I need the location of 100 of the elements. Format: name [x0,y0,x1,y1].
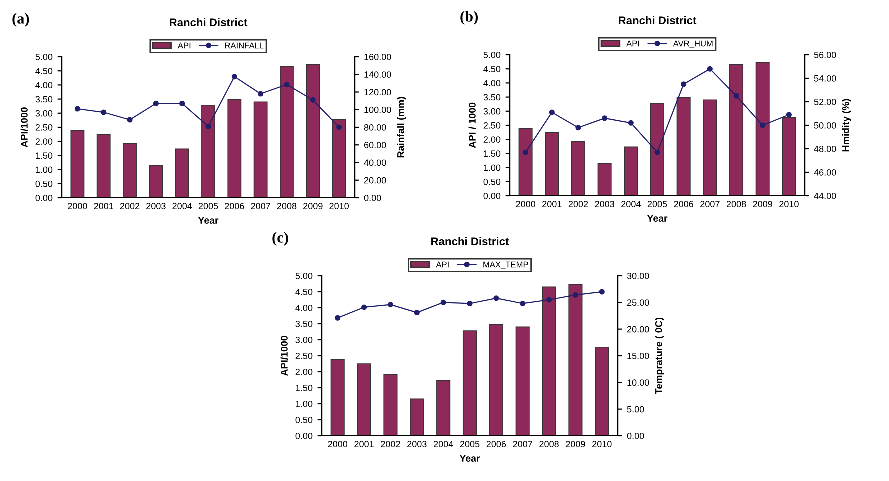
point [284,82,290,88]
bar [202,105,216,198]
y2-tick-label: 30.00 [627,272,650,280]
bar [96,134,111,198]
bar [280,66,294,198]
point [523,150,529,156]
y-tick-label: 0.50 [296,416,313,424]
y2-tick-label: 44.00 [814,192,836,200]
x-tick-label: 2007 [700,201,720,208]
y2-tick-label: 100.00 [364,106,392,114]
point [232,74,238,80]
point [707,66,713,72]
bar [568,284,583,436]
y2-tick-label: 5.00 [627,406,644,413]
bar [571,141,586,196]
y-tick-label: 2.00 [484,136,501,143]
x-tick-label: 2010 [780,201,799,208]
x-axis-title: Year [198,217,219,224]
y2-axis-title: Hmidity (%) [842,99,852,152]
y2-tick-label: 20.00 [364,177,386,184]
y-tick-label: 5.00 [484,52,501,58]
y-tick-label: 2.00 [296,368,313,376]
x-tick-label: 2001 [94,203,114,210]
text: (b) [460,11,478,25]
x-tick-label: 2010 [592,441,612,448]
x-tick-label: 2002 [568,201,588,208]
x-tick-label: 2009 [566,441,586,448]
point [734,93,740,99]
point [549,110,555,116]
bar [357,364,372,436]
y2-tick-label: 52.00 [814,98,836,106]
x-tick-label: 2008 [540,441,559,448]
point [310,97,316,103]
y2-tick-label: 10.00 [628,380,650,386]
point [335,315,341,321]
point [362,304,368,310]
y2-tick-label: 120.00 [364,89,392,96]
y2-tick-label: 160.00 [364,54,392,60]
y-tick-label: 4.50 [296,288,313,296]
x-tick-label: 2002 [381,441,400,448]
y-tick-label: 2.50 [296,352,313,360]
bar [595,346,610,436]
x-tick-label: 2003 [146,203,166,210]
y2-tick-label: 56.00 [814,52,836,58]
bar [782,117,796,196]
x-tick-label: 2008 [726,201,746,208]
legend-label: API [178,42,191,49]
y-tick-label: 3.00 [484,108,501,115]
x-tick-label: 2009 [304,203,323,210]
chart-title: Ranchi District [432,237,510,246]
y-tick-label: 2.00 [36,138,53,145]
y2-tick-label: 15.00 [628,352,650,360]
y-tick-label: 1.00 [484,164,501,172]
bar [228,99,242,198]
x-tick-label: 2005 [460,441,480,448]
bar [542,286,556,436]
x-tick-label: 2008 [277,203,297,210]
y2-tick-label: 20.00 [627,326,650,333]
x-tick-label: 2009 [753,201,772,208]
point [258,91,264,97]
bar [489,324,504,436]
bar [462,330,478,436]
bar [149,165,164,198]
y-tick-label: 4.50 [484,66,501,72]
y-tick-label: 1.50 [36,152,53,160]
y-tick-label: 1.50 [484,150,501,158]
y2-axis-title: Rainfall (mm) [397,97,406,158]
x-tick-label: 2005 [648,201,668,208]
bar [306,64,320,198]
point [599,289,605,295]
point [388,302,394,308]
x-tick-label: 2004 [172,203,192,210]
y-axis-title: API / 1000 [468,102,476,148]
point [101,110,107,116]
y-tick-label: 3.50 [296,320,313,328]
point [467,300,473,307]
x-tick-label: 2007 [513,441,532,448]
bar [254,102,268,198]
bar [123,143,137,198]
x-tick-label: 2003 [595,201,614,208]
y-axis-title: API/1000 [280,336,288,376]
point [602,116,608,122]
point [74,106,80,112]
bar [756,62,770,196]
x-tick-label: 2004 [434,441,454,448]
y-tick-label: 5.00 [296,272,313,280]
chart-title: Ranchi District [170,18,248,27]
y2-tick-label: 54.00 [814,75,836,82]
legend-label: RAINFALL [225,42,264,49]
text: (a) [12,13,30,27]
x-tick-label: 2005 [198,203,218,210]
bar [598,163,612,196]
point [206,124,212,130]
y-tick-label: 2.50 [484,122,501,129]
bar [330,359,345,436]
point [786,112,792,118]
y2-tick-label: 60.00 [364,142,386,148]
x-axis-title: Year [647,215,668,222]
x-tick-label: 2006 [225,203,244,210]
bar [70,130,85,198]
